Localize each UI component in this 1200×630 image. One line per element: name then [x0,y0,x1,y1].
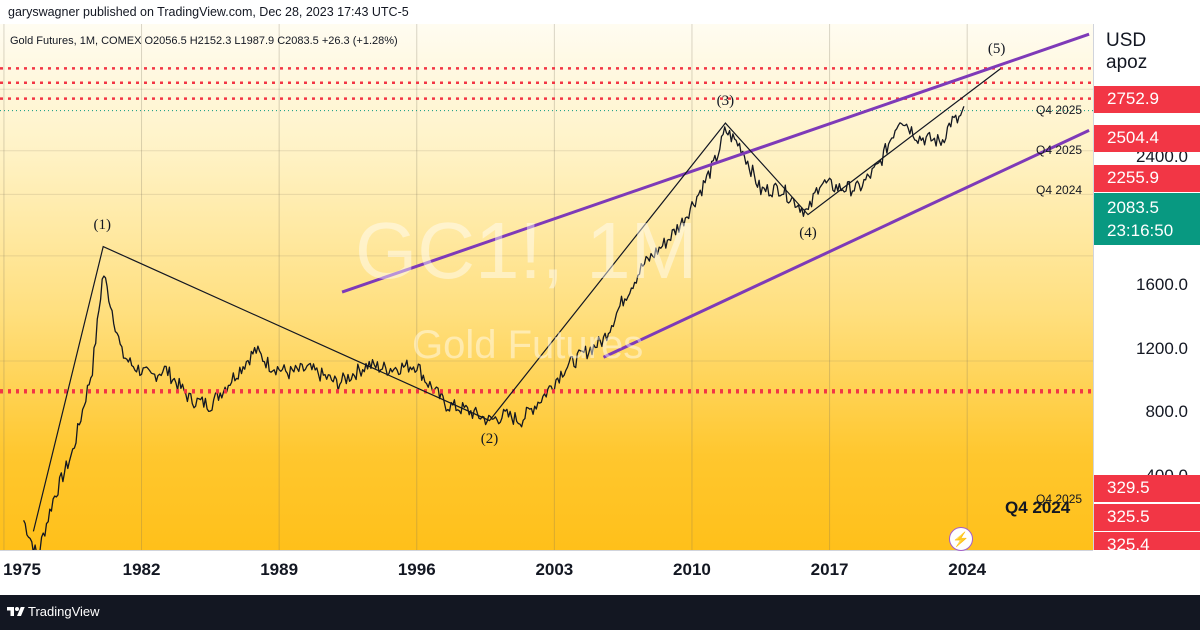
time-tick: 2017 [810,560,849,579]
watermark-name: Gold Futures [412,323,644,367]
level-label: Q4 2025 [1036,103,1083,117]
wave-label: (1) [93,216,111,233]
last-price-badge[interactable]: 2083.5 23:16:50 [1094,193,1200,245]
time-axis[interactable] [0,550,1093,595]
level-label: Q4 2024 [1036,183,1083,197]
price-badge-325-4[interactable]: 325.4 [1094,532,1200,554]
level-label: Q4 2025 [1036,492,1083,506]
time-tick: 1975 [3,560,41,579]
time-tick: 2024 [948,560,987,579]
channel-lower-line [602,128,1090,359]
wave-label: (4) [799,224,817,241]
price-badge-2752[interactable]: 2752.9 [1094,86,1200,113]
wave-label: (5) [987,40,1006,57]
time-tick: 2010 [673,560,711,579]
footer-bar: TradingView [0,595,1200,630]
plot-area[interactable] [0,24,1093,550]
grid-lines [0,24,1093,550]
chart-svg [0,24,1093,550]
footer-brand: TradingView [28,604,100,619]
currency-label[interactable]: USD apoz [1106,30,1147,74]
price-badge-325-5[interactable]: 325.5 [1094,504,1200,531]
price-tick: 800.0 [1145,402,1188,421]
channel-lines[interactable] [341,32,1090,359]
time-tick: 1982 [122,560,161,579]
publisher-bar: garyswagner published on TradingView.com… [0,0,1200,24]
price-tick: 1200.0 [1136,339,1188,358]
watermark-symbol: GC1!, 1M [355,206,698,295]
price-line [23,106,965,550]
time-tick: 2003 [535,560,574,579]
bar-countdown: 23:16:50 [1107,221,1174,240]
price-badge-2255[interactable]: 2255.9 [1094,165,1200,192]
time-tick: 1989 [260,560,299,579]
axis-corner [1093,550,1200,595]
flash-icon[interactable]: ⚡ [949,527,973,551]
wave-path-line [32,68,1001,532]
wave-label: (2) [480,430,499,447]
price-axis-mode: apoz [1106,52,1148,73]
price-badge-329-5[interactable]: 329.5 [1094,475,1200,502]
price-badge-2504[interactable]: 2504.4 [1094,125,1200,152]
publisher-text: garyswagner published on TradingView.com… [8,5,409,19]
level-lines [0,67,1093,394]
level-label: Q4 2025 [1036,143,1083,157]
price-series [23,106,965,550]
price-tick: 1600.0 [1136,275,1188,294]
wave-label: (3) [716,93,735,110]
last-price-value: 2083.5 [1107,198,1159,217]
tradingview-logo-icon [7,607,25,616]
wave-path[interactable] [32,68,1001,532]
symbol-legend: Gold Futures, 1M, COMEX O2056.5 H2152.3 … [10,35,398,47]
channel-upper-line [341,32,1090,294]
level-label: Q4 2024 [1005,498,1071,517]
time-tick: 1996 [397,560,436,579]
currency-code: USD [1106,30,1147,51]
